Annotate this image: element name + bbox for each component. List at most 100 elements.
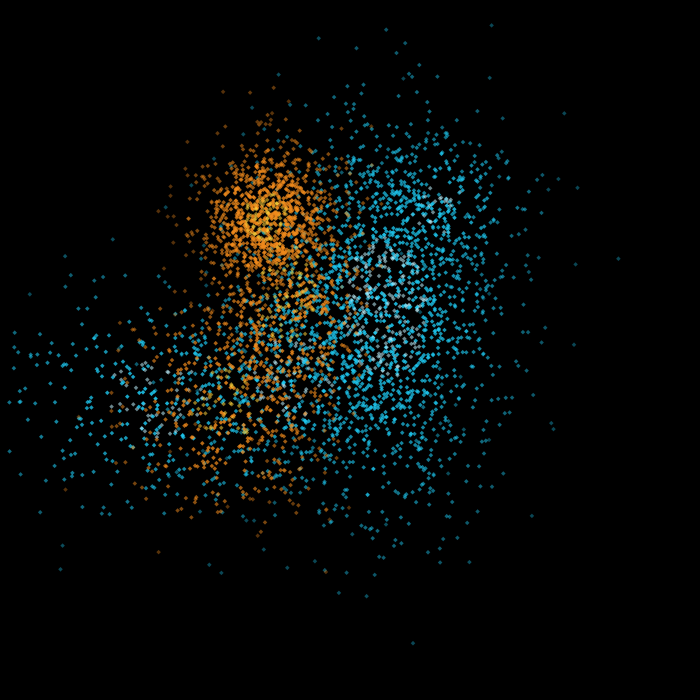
scatter-point-blue [420, 425, 426, 430]
scatter-point-blue [340, 366, 345, 372]
scatter-point-blue [62, 477, 67, 482]
scatter-point-blue [451, 248, 456, 254]
scatter-point-blue [307, 449, 312, 455]
scatter-point-blue [350, 531, 355, 537]
scatter-point-blue [147, 380, 153, 386]
scatter-point-blue [450, 261, 455, 267]
scatter-point-blue [356, 199, 361, 205]
scatter-point-blue [304, 478, 309, 483]
scatter-point-blue [382, 264, 388, 270]
scatter-point-blue [363, 343, 369, 349]
scatter-point-blue [337, 385, 342, 391]
scatter-point-blue [419, 430, 425, 436]
scatter-point-blue [240, 492, 246, 498]
scatter-point-orange [276, 274, 281, 280]
scatter-point-blue [350, 405, 356, 411]
scatter-point-blue [360, 305, 365, 310]
scatter-point-blue [224, 456, 230, 461]
scatter-point-blue [511, 275, 516, 280]
scatter-point-blue [328, 137, 333, 143]
scatter-point-blue [402, 319, 408, 324]
scatter-point-blue [150, 345, 156, 351]
scatter-point-blue [382, 380, 387, 386]
scatter-point-blue [481, 256, 486, 262]
scatter-point-blue [479, 382, 485, 388]
scatter-point-blue [490, 372, 496, 378]
scatter-point-blue [420, 297, 426, 302]
scatter-point-blue [161, 511, 167, 516]
scatter-point-blue [348, 327, 353, 333]
scatter-point-orange [191, 447, 196, 452]
scatter-point-blue [315, 305, 321, 310]
scatter-point-blue [432, 167, 438, 172]
scatter-point-blue [276, 138, 281, 144]
scatter-point-blue [61, 456, 67, 461]
scatter-point-blue [489, 397, 494, 403]
scatter-point-orange [256, 473, 261, 479]
scatter-point-blue [336, 590, 342, 596]
scatter-point-blue [350, 459, 356, 465]
scatter-point-blue [370, 194, 376, 200]
scatter-point-blue [125, 394, 130, 399]
scatter-point-blue [361, 223, 366, 229]
scatter-point-blue [255, 385, 260, 391]
scatter-point-blue [200, 384, 205, 389]
scatter-point-blue [273, 439, 279, 444]
scatter-point-orange [290, 275, 296, 280]
scatter-point-orange [226, 335, 232, 340]
scatter-point-blue [502, 410, 508, 416]
scatter-point-orange [225, 504, 230, 509]
scatter-point-blue [248, 455, 254, 460]
scatter-point-blue [364, 269, 369, 275]
scatter-point-blue [439, 404, 444, 410]
scatter-point-blue [478, 286, 483, 292]
scatter-point-blue [509, 233, 514, 239]
scatter-point-orange [335, 439, 341, 444]
scatter-point-orange [244, 153, 250, 159]
scatter-point-blue [69, 474, 75, 479]
scatter-point-blue [499, 311, 504, 317]
scatter-point-orange [143, 496, 149, 502]
scatter-point-blue [60, 543, 65, 548]
scatter-point-blue [68, 272, 74, 278]
scatter-point-blue [12, 330, 17, 335]
scatter-point-blue [401, 277, 406, 283]
scatter-point-blue [444, 282, 449, 288]
scatter-point-blue [394, 50, 399, 56]
scatter-point-blue [501, 471, 506, 476]
scatter-point-blue [399, 251, 404, 256]
scatter-point-orange [199, 250, 204, 256]
scatter-point-blue [314, 308, 320, 314]
scatter-point-blue [95, 442, 100, 447]
scatter-point-orange [215, 131, 220, 136]
scatter-point-blue [322, 417, 327, 423]
scatter-point-orange [203, 255, 208, 261]
scatter-point-blue [234, 325, 239, 331]
scatter-point-orange [305, 189, 310, 195]
scatter-point-blue [401, 254, 407, 259]
scatter-point-orange [169, 400, 175, 405]
scatter-point-orange [212, 466, 218, 471]
scatter-point-blue [431, 427, 436, 432]
scatter-point-blue [299, 399, 305, 404]
scatter-point-orange [364, 303, 370, 309]
scatter-point-orange [277, 339, 282, 344]
scatter-point-orange [240, 489, 246, 495]
scatter-point-blue [140, 390, 146, 395]
scatter-point-blue [221, 437, 227, 442]
scatter-point-blue [398, 269, 403, 275]
scatter-point-blue [331, 259, 336, 265]
scatter-point-orange [132, 481, 138, 486]
scatter-point-blue [386, 431, 392, 437]
scatter-point-orange [234, 180, 239, 185]
scatter-point-blue [327, 341, 332, 346]
scatter-point-blue [444, 373, 449, 379]
scatter-point-blue [428, 252, 434, 257]
scatter-point-blue [358, 338, 364, 343]
scatter-point-blue [173, 348, 179, 354]
scatter-point-blue [367, 273, 373, 278]
scatter-point-blue [426, 475, 431, 481]
scatter-point-blue [338, 425, 343, 431]
scatter-point-orange [313, 453, 318, 458]
